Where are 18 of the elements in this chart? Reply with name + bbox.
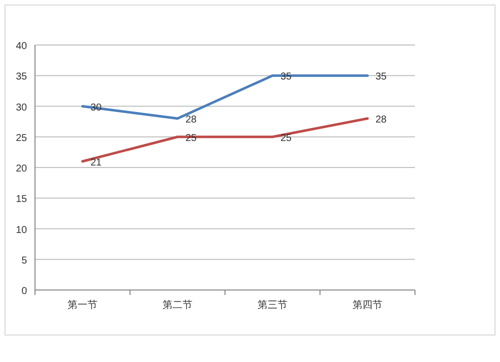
data-label: 35 — [376, 72, 388, 83]
data-label: 28 — [376, 114, 388, 126]
y-tick-label: 15 — [16, 194, 28, 206]
y-tick-label: 10 — [16, 224, 28, 236]
y-tick-label: 5 — [21, 255, 28, 266]
x-tick-label: 第一节 — [68, 299, 98, 311]
data-label: 21 — [90, 157, 102, 168]
y-tick-label: 40 — [16, 41, 28, 52]
y-tick-label: 35 — [16, 72, 28, 83]
x-tick-label: 第三节 — [258, 299, 288, 311]
data-label: 28 — [186, 114, 198, 126]
y-tick-label: 30 — [16, 102, 28, 114]
y-tick-label: 25 — [16, 132, 28, 144]
y-tick-label: 0 — [21, 286, 28, 297]
x-tick-label: 第四节 — [352, 299, 382, 311]
x-tick-label: 第二节 — [162, 299, 192, 311]
data-label: 25 — [280, 132, 292, 144]
y-tick-label: 20 — [16, 164, 28, 174]
